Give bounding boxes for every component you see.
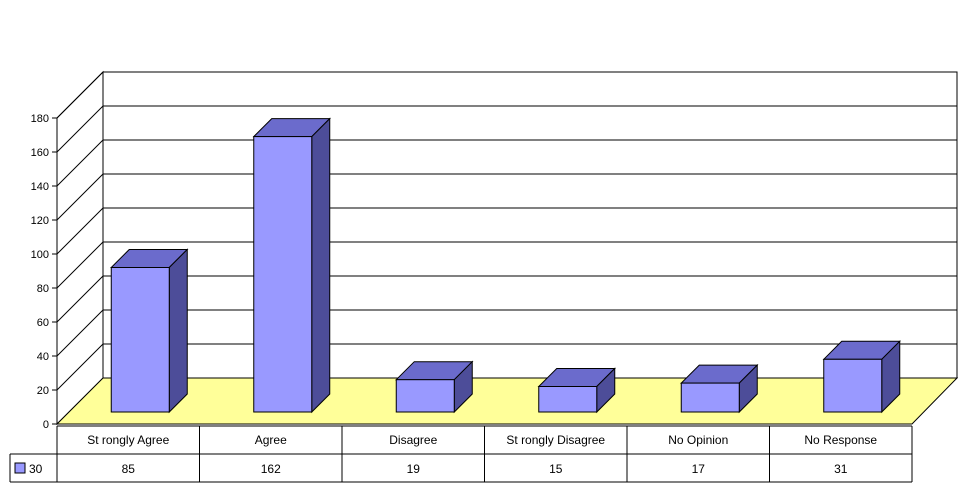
data-table: St rongly Agree 85 Agree 162 Disagree 19 St ro… — [9, 425, 913, 483]
back-wall — [102, 71, 958, 379]
bar-side — [168, 248, 188, 414]
gridline-side — [56, 173, 104, 221]
chart-bars — [110, 117, 901, 414]
y-tick-label: 40 — [37, 351, 49, 363]
gridline-side — [56, 275, 104, 323]
side-wall — [56, 70, 104, 426]
y-axis: 0 20 40 60 80 100 120 140 160 180 — [31, 113, 58, 431]
category-label: Disagree — [389, 433, 437, 447]
gridline-side — [56, 105, 104, 153]
y-tick-label: 180 — [31, 113, 49, 125]
category-label: Agree — [255, 433, 287, 447]
chart-floor — [55, 377, 958, 425]
bar — [822, 340, 901, 414]
chart-walls — [56, 70, 958, 426]
category-label: St rongly Disagree — [506, 433, 605, 447]
chart-gridlines — [56, 71, 957, 391]
bar-front — [395, 379, 455, 413]
bar — [110, 248, 189, 414]
y-tick-label: 100 — [31, 249, 49, 261]
data-value-label: 17 — [692, 462, 706, 476]
y-tick-label: 0 — [43, 419, 49, 431]
gridline-side — [56, 343, 104, 391]
y-tick-label: 140 — [31, 181, 49, 193]
chart-floor-plane — [55, 377, 958, 425]
y-tick-label: 60 — [37, 317, 49, 329]
gridline-side — [56, 139, 104, 187]
bar — [252, 117, 331, 414]
gridline-side — [56, 207, 104, 255]
bar — [537, 367, 616, 414]
data-value-label: 31 — [834, 462, 848, 476]
y-tick-label: 20 — [37, 385, 49, 397]
gridline-side — [56, 71, 104, 119]
legend-key — [14, 462, 26, 474]
data-value-label: 162 — [261, 462, 281, 476]
data-value-label: 15 — [549, 462, 563, 476]
bar-side — [311, 117, 331, 414]
gridline-side — [56, 309, 104, 357]
category-label: No Opinion — [668, 433, 728, 447]
gridline-side — [56, 241, 104, 289]
bar-front — [680, 382, 740, 413]
category-label: No Response — [804, 433, 877, 447]
bar-front — [538, 386, 598, 413]
data-value-label: 85 — [122, 462, 136, 476]
bar — [680, 363, 759, 414]
data-value-label: 19 — [407, 462, 421, 476]
bar-front — [110, 267, 170, 413]
legend-series-name: 30 — [29, 462, 43, 476]
bar-front — [253, 136, 313, 413]
y-tick-label: 80 — [37, 283, 49, 295]
bar — [395, 360, 474, 414]
y-tick-label: 160 — [31, 147, 49, 159]
category-label: St rongly Agree — [87, 433, 169, 447]
bar-front — [823, 358, 883, 413]
y-tick-label: 120 — [31, 215, 49, 227]
